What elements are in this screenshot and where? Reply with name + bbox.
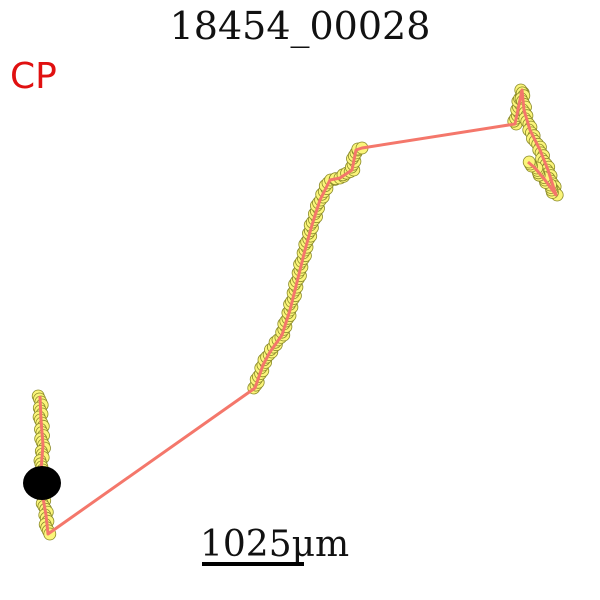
track-title: 18454_00028 xyxy=(169,4,431,48)
track-points xyxy=(31,83,564,541)
track-line xyxy=(38,88,558,536)
scale-bar xyxy=(202,562,304,566)
start-marker xyxy=(23,466,61,500)
scale-bar-label: 1025μm xyxy=(200,524,350,565)
corner-label: CP xyxy=(10,56,57,97)
